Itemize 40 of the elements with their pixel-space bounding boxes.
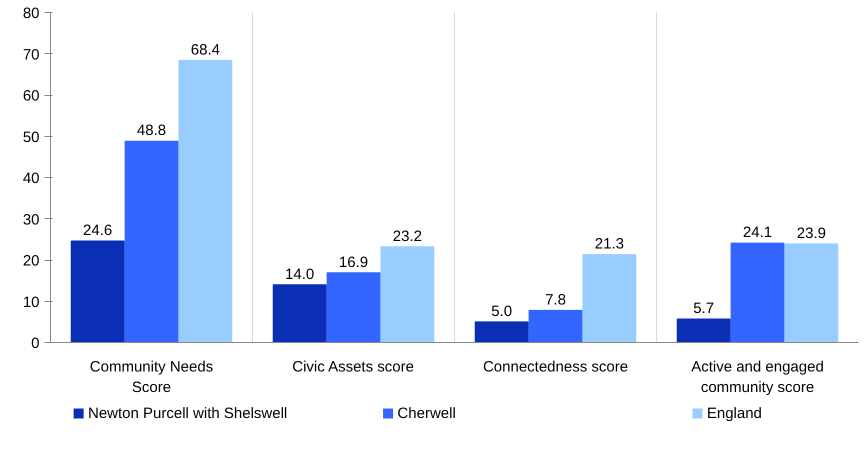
bar: [730, 242, 784, 342]
data-label: 24.1: [742, 224, 772, 242]
bar: [124, 140, 178, 342]
y-tick-label: 10: [22, 294, 40, 311]
data-label: 14.0: [285, 266, 314, 283]
bar: [784, 243, 838, 342]
y-tick-label: 20: [22, 252, 40, 270]
bar: [326, 272, 380, 342]
bar: [178, 60, 232, 342]
y-tick-label: 30: [22, 211, 40, 228]
data-label: 24.6: [83, 222, 112, 240]
x-tick-label: Community Needs Score: [90, 358, 214, 396]
data-label: 68.4: [190, 41, 220, 58]
legend-label: England: [706, 405, 762, 422]
data-label: 7.8: [545, 291, 566, 308]
bar: [582, 254, 636, 342]
x-tick-label: Connectedness score: [482, 358, 628, 376]
legend-label: Newton Purcell with Shelswell: [88, 405, 288, 422]
data-label: 23.9: [796, 224, 826, 242]
legend-label: Cherwell: [397, 405, 456, 422]
bar: [272, 284, 327, 342]
y-tick-label: 60: [22, 88, 40, 104]
data-label: 16.9: [338, 254, 368, 271]
y-tick-label: 50: [22, 128, 40, 146]
y-tick-label: 0: [31, 335, 40, 352]
bar: [676, 318, 731, 342]
data-label: 23.2: [392, 228, 422, 245]
data-label: 48.8: [136, 122, 166, 140]
bar: [528, 310, 582, 342]
data-label: 5.7: [693, 300, 714, 317]
x-tick-label: Active and engaged community score: [691, 358, 824, 396]
data-label: 5.0: [491, 302, 512, 320]
bar: [380, 246, 434, 342]
bar: [70, 240, 125, 342]
y-tick-label: 80: [22, 5, 40, 22]
bar: [474, 321, 529, 342]
y-tick-label: 40: [22, 170, 40, 187]
x-tick-label: Civic Assets score: [292, 358, 414, 376]
data-label: 21.3: [594, 236, 624, 253]
y-tick-label: 70: [22, 46, 40, 64]
